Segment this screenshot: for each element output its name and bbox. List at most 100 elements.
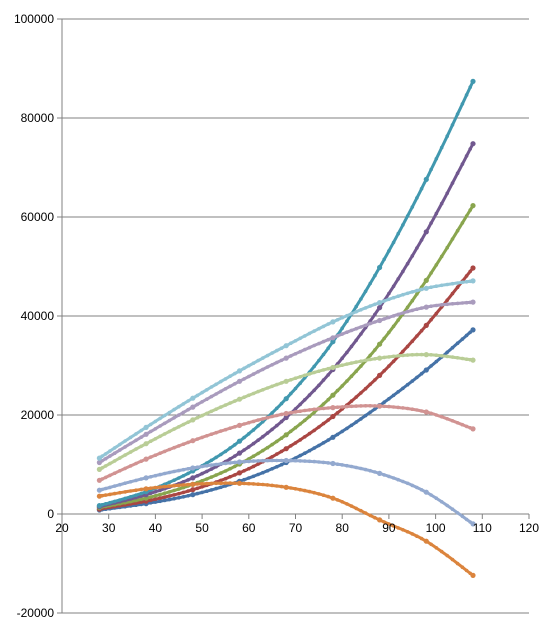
- series-marker: [233, 399, 237, 403]
- series-marker: [289, 486, 293, 490]
- tick-label-layer: -20000 0 20000 40000 60000 80000 100000 20 30 40 5…: [14, 12, 539, 620]
- series-marker: [172, 469, 176, 474]
- series-marker: [401, 311, 405, 315]
- series-marker: [128, 435, 133, 440]
- series-marker: [265, 483, 270, 487]
- series-marker: [265, 445, 270, 450]
- series-marker: [455, 511, 460, 515]
- series-marker: [429, 167, 433, 172]
- data-point: [470, 572, 476, 579]
- series-marker: [455, 171, 460, 175]
- series-marker: [177, 468, 181, 473]
- series-marker: [321, 368, 326, 372]
- series-marker: [158, 492, 162, 497]
- series-marker: [354, 395, 359, 399]
- data-point: [96, 459, 102, 466]
- series-marker: [223, 449, 228, 454]
- series-marker: [275, 465, 279, 469]
- data-point: [470, 299, 476, 305]
- series-marker: [134, 498, 138, 503]
- series-marker: [460, 280, 465, 285]
- series-marker: [265, 431, 270, 435]
- series-marker: [382, 299, 387, 303]
- series-marker: [405, 291, 410, 296]
- series-marker: [401, 353, 405, 358]
- series-marker: [415, 288, 419, 293]
- series-marker: [321, 339, 326, 344]
- y-tick-label: 0: [47, 507, 54, 521]
- series-marker: [312, 490, 317, 495]
- series-marker: [139, 444, 143, 449]
- series-marker: [460, 356, 465, 361]
- series-marker: [108, 454, 112, 458]
- series-marker: [261, 367, 265, 372]
- series-marker: [317, 492, 321, 496]
- series-marker: [298, 453, 303, 458]
- series-marker: [439, 415, 444, 419]
- series-marker: [172, 496, 176, 501]
- data-point: [190, 438, 196, 444]
- series-marker: [387, 249, 391, 253]
- series-marker: [279, 419, 284, 424]
- series-marker: [321, 402, 326, 406]
- series-marker: [312, 343, 317, 348]
- y-tick-label: 40000: [21, 309, 55, 323]
- series-marker: [214, 392, 218, 396]
- series-marker: [345, 362, 349, 366]
- series-marker: [298, 349, 303, 354]
- series-marker: [368, 404, 373, 408]
- series-marker: [401, 349, 405, 354]
- series-marker: [460, 162, 465, 166]
- data-point: [423, 277, 429, 283]
- series-marker: [214, 486, 218, 491]
- series-marker: [242, 481, 246, 486]
- series-marker: [368, 468, 373, 473]
- series-marker: [134, 461, 138, 466]
- series-marker: [177, 404, 181, 409]
- series-marker: [396, 354, 401, 358]
- series-marker: [450, 355, 455, 359]
- series-marker: [445, 134, 450, 138]
- series-marker: [181, 490, 186, 495]
- series-marker: [373, 407, 377, 411]
- series-marker: [303, 334, 307, 338]
- series-marker: [219, 452, 223, 457]
- series-marker: [429, 493, 433, 497]
- series-marker: [307, 393, 312, 397]
- data-point: [283, 432, 289, 438]
- series-marker: [396, 405, 401, 410]
- series-marker: [445, 350, 450, 355]
- series-marker: [200, 490, 204, 495]
- series-marker: [228, 384, 232, 389]
- series-marker: [134, 478, 138, 483]
- data-point: [236, 438, 243, 444]
- series-marker: [148, 455, 153, 459]
- x-tick-label: 60: [242, 521, 256, 535]
- series-marker: [270, 414, 274, 419]
- series-marker: [195, 402, 200, 407]
- data-point: [143, 486, 149, 492]
- series-marker: [382, 257, 387, 262]
- series-marker: [261, 419, 265, 424]
- series-marker: [123, 481, 127, 486]
- series-marker: [354, 338, 359, 343]
- series-marker: [112, 471, 117, 476]
- series-marker: [450, 237, 455, 241]
- series-marker: [340, 315, 345, 320]
- series-marker: [186, 489, 190, 493]
- series-marker: [223, 476, 228, 481]
- series-marker: [345, 426, 349, 431]
- series-marker: [317, 383, 321, 388]
- series-marker: [445, 553, 450, 558]
- series-marker: [162, 471, 167, 476]
- series-marker: [373, 470, 377, 474]
- series-marker: [256, 472, 260, 477]
- series-marker: [439, 500, 444, 504]
- series-marker: [200, 390, 204, 395]
- series-marker: [162, 498, 167, 503]
- series-marker: [270, 363, 274, 367]
- series-marker: [396, 294, 401, 299]
- series-marker: [307, 431, 312, 436]
- series-marker: [242, 435, 246, 440]
